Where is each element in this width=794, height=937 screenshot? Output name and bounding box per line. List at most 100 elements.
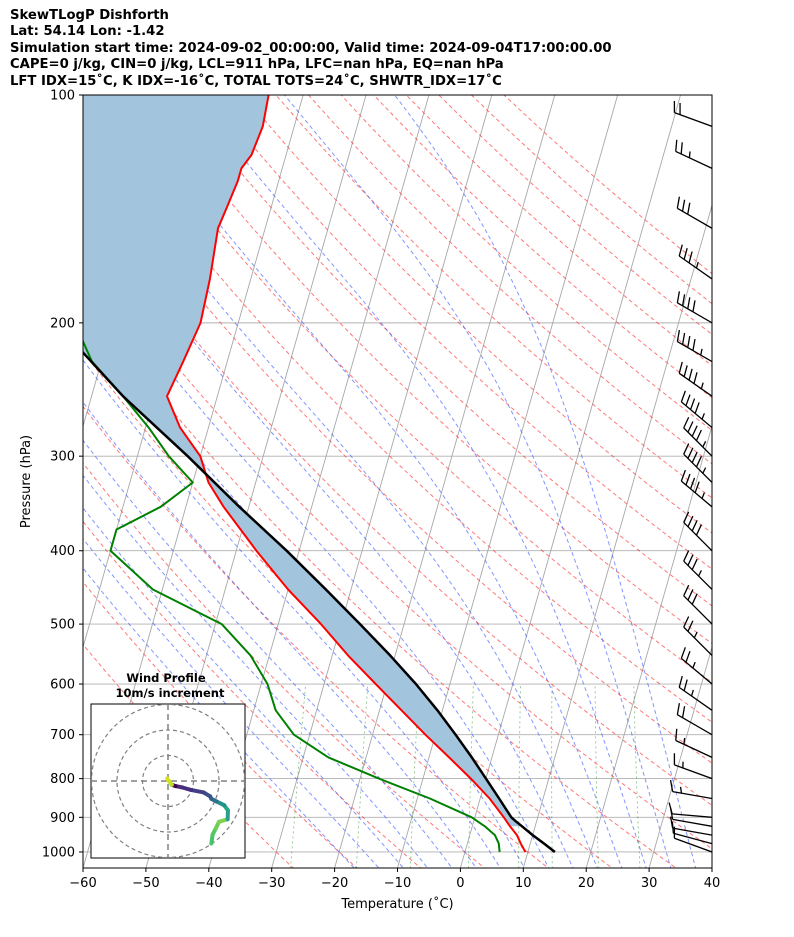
dry-adiabat	[308, 95, 712, 465]
dry-adiabat	[83, 643, 294, 868]
y-tick-label: 800	[50, 772, 75, 787]
barb-flag	[683, 616, 690, 628]
barb-flag	[687, 515, 694, 527]
barb-flag	[683, 584, 690, 597]
x-tick-label: 0	[456, 876, 464, 891]
wind-barb	[669, 816, 712, 836]
wind-barb	[680, 647, 712, 685]
barb-staff	[680, 480, 712, 508]
barb-staff	[678, 255, 712, 280]
dry-adiabat	[471, 95, 712, 305]
x-tick-label: −60	[69, 876, 96, 891]
barb-staff	[675, 739, 712, 758]
wind-barb	[676, 703, 712, 736]
barb-flag	[685, 473, 691, 486]
y-tick-label: 700	[50, 728, 75, 743]
barb-half-flag	[679, 786, 683, 794]
barb-flag	[687, 589, 694, 601]
moist-adiabat	[83, 258, 550, 868]
wind-barb	[675, 139, 712, 169]
barb-half-flag	[693, 631, 698, 639]
barb-flag	[691, 593, 698, 605]
barb-half-flag	[692, 661, 696, 669]
moist-adiabat	[193, 95, 647, 868]
barb-staff	[710, 95, 712, 96]
dry-adiabat	[83, 462, 486, 868]
barb-half-flag	[701, 492, 705, 499]
dry-adiabat	[83, 405, 550, 868]
barb-flag	[680, 390, 686, 403]
hodograph-title: Wind Profile	[126, 671, 206, 685]
barb-flag	[675, 728, 678, 741]
mixing-ratio-line	[633, 683, 641, 868]
moist-adiabat	[83, 312, 526, 868]
moist-adiabat	[83, 439, 453, 868]
moist-adiabat	[83, 567, 355, 868]
y-tick-label: 300	[50, 450, 75, 465]
hodograph-area	[91, 704, 245, 858]
y-axis-label: Pressure (hPa)	[19, 435, 34, 528]
barb-staff	[677, 714, 712, 736]
barb-half-flag	[700, 348, 703, 356]
barb-staff	[674, 112, 712, 127]
barb-staff	[683, 453, 712, 483]
barb-half-flag	[700, 382, 704, 389]
hodograph-segment	[188, 787, 206, 795]
y-tick-label: 500	[50, 618, 75, 633]
barb-half-flag	[697, 570, 702, 577]
x-tick-label: 20	[578, 876, 595, 891]
barb-staff	[683, 626, 712, 656]
cin-shading	[83, 95, 522, 827]
barb-flag	[678, 675, 683, 688]
wind-barb	[683, 584, 712, 625]
barb-flag	[692, 300, 696, 312]
moist-adiabat	[83, 123, 598, 868]
dry-adiabat	[83, 581, 358, 868]
y-tick-label: 1000	[42, 845, 75, 860]
barb-flag	[685, 650, 691, 663]
barb-staff	[672, 813, 712, 818]
wind-barb	[673, 100, 712, 127]
barb-staff	[677, 341, 712, 363]
barb-flag	[691, 425, 698, 437]
hodograph-subtitle: 10m/s increment	[116, 686, 225, 700]
chart-title: SkewTLogP Dishforth	[10, 8, 169, 23]
barb-staff	[677, 302, 712, 324]
barb-staff	[674, 764, 712, 780]
x-tick-label: −50	[132, 876, 159, 891]
barb-flag	[694, 402, 700, 414]
barb-flag	[687, 620, 694, 632]
barb-staff	[678, 686, 712, 711]
isotherm	[334, 95, 556, 868]
wind-barb	[678, 244, 712, 280]
x-tick-label: −20	[321, 876, 348, 891]
x-axis-label: Temperature (˚C)	[340, 896, 453, 912]
wind-barb	[683, 550, 712, 590]
simulation-time-text: Simulation start time: 2024-09-02_00:00:…	[10, 40, 612, 56]
barb-staff	[672, 818, 712, 827]
wind-barb	[678, 361, 712, 397]
axes: −60 −50 −40 −30 −20 −10 0 10 20 30 40 1000 900 800 700…	[19, 89, 720, 913]
mixing-ratio-line	[518, 683, 521, 868]
barb-flag	[677, 63, 679, 75]
wind-barb	[676, 329, 712, 363]
barb-staff	[683, 560, 712, 590]
moist-adiabat	[83, 507, 404, 868]
barb-staff	[680, 657, 712, 685]
barb-flag	[676, 703, 681, 715]
barb-flag	[678, 244, 683, 257]
wind-barb	[683, 616, 712, 656]
isotherm	[397, 95, 619, 868]
isotherm	[585, 424, 712, 868]
isotherm	[459, 95, 682, 868]
barb-flag	[688, 251, 693, 264]
barb-half-flag	[702, 467, 707, 474]
barb-flag	[681, 294, 686, 306]
dry-adiabat	[177, 95, 712, 607]
barb-flag	[691, 520, 698, 532]
barb-half-flag	[683, 737, 686, 745]
wind-barb	[683, 416, 712, 457]
barb-flag	[683, 416, 690, 429]
barb-staff	[683, 427, 712, 457]
